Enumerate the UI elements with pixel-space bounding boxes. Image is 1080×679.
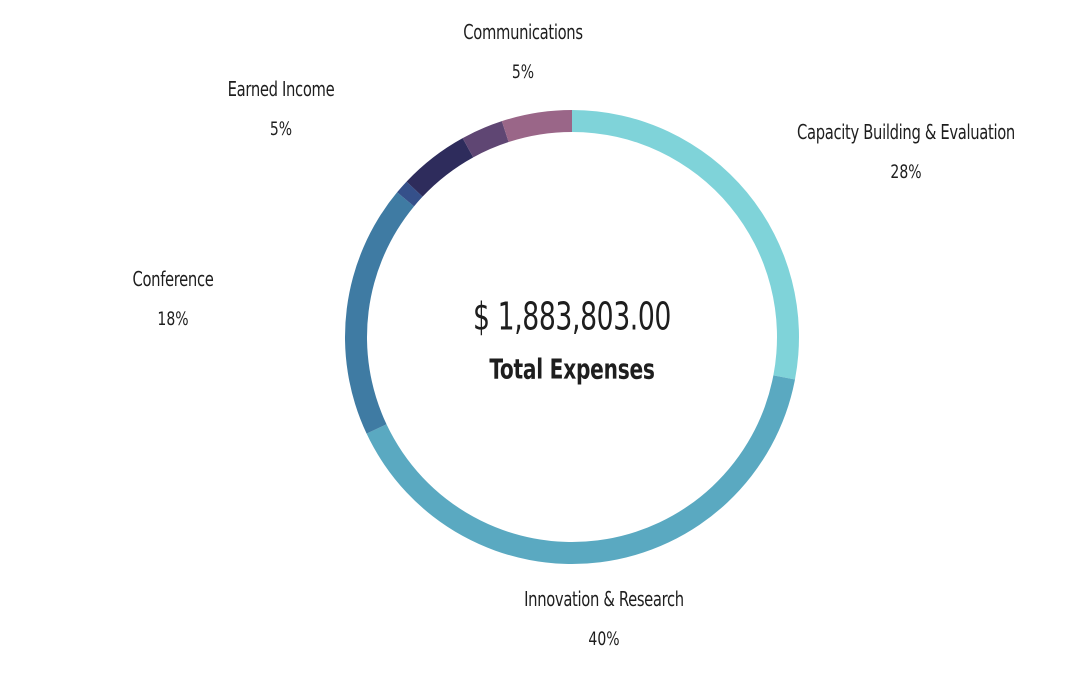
donut-slice-earned-income — [406, 138, 474, 197]
label-percent: 5% — [269, 118, 293, 140]
center-summary: $ 1,883,803.00 Total Expenses — [445, 295, 699, 386]
total-expenses-caption: Total Expenses — [489, 352, 655, 386]
label-name: Innovation & Research — [524, 587, 684, 611]
label-percent: 40% — [588, 628, 620, 650]
donut-slice-communications — [501, 110, 572, 143]
label-name: Communications — [463, 20, 583, 44]
donut-slice-capacity-building-evaluation — [572, 110, 799, 380]
label-percent: 18% — [157, 308, 189, 330]
donut-slice-conference — [345, 192, 415, 434]
total-expenses-value: $ 1,883,803.00 — [472, 294, 672, 339]
label-communications: Communications 5% — [450, 20, 596, 84]
donut-slice-innovation-research — [366, 375, 795, 564]
label-conference: Conference 18% — [124, 267, 223, 331]
label-name: Capacity Building & Evaluation — [797, 120, 1015, 144]
label-name: Conference — [132, 267, 214, 291]
label-innovation-research: Innovation & Research 40% — [507, 587, 702, 651]
label-name: Earned Income — [227, 77, 335, 101]
donut-slice-unlabeled-3 — [397, 181, 423, 207]
label-capacity-building: Capacity Building & Evaluation 28% — [773, 120, 1039, 184]
label-percent: 28% — [890, 161, 922, 183]
label-earned-income: Earned Income 5% — [216, 77, 346, 141]
donut-slice-unlabeled-5 — [462, 121, 509, 158]
label-percent: 5% — [511, 61, 535, 83]
